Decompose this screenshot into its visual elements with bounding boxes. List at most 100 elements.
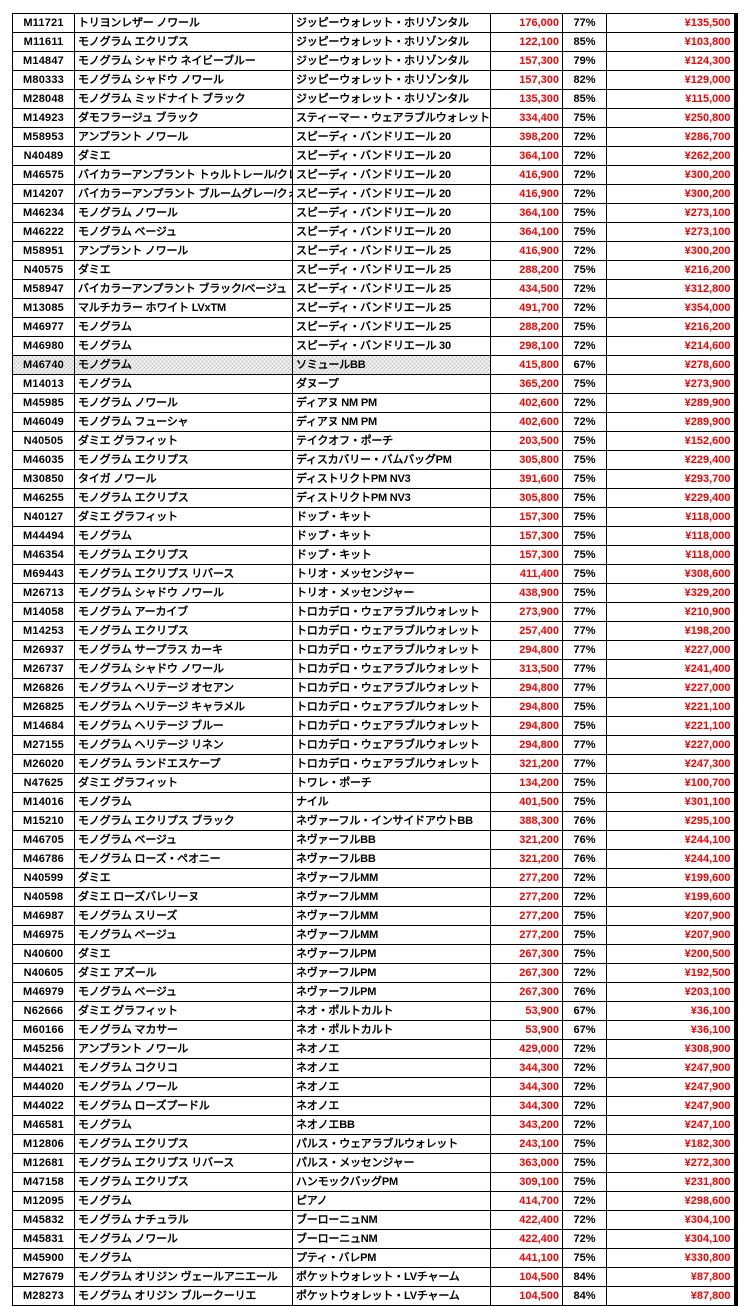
table-row[interactable]: N40505 ダミエ グラフィット テイクオフ・ポーチ 203,500 75% ¥152,… — [12, 431, 738, 451]
table-row[interactable]: M12681 モノグラム エクリプス リバース パルス・メッセンジャー 363,000… — [12, 1153, 738, 1173]
table-row[interactable]: M11721 トリヨンレザー ノワール ジッピーウォレット・ホリゾンタル 176,00… — [12, 13, 738, 33]
product-code: M46581 — [12, 1115, 75, 1135]
list-price: 344,300 — [490, 1096, 563, 1116]
product-code: M14207 — [12, 184, 75, 204]
table-row[interactable]: N40127 ダミエ グラフィット ドップ・キット 157,300 75% ¥118,00… — [12, 507, 738, 527]
table-row[interactable]: M46255 モノグラム エクリプス ディストリクトPM NV3 305,800 75%… — [12, 488, 738, 508]
table-row[interactable]: M26825 モノグラム ヘリテージ キャラメル トロカデロ・ウェアラブルウォレット… — [12, 697, 738, 717]
table-row[interactable]: M44494 モノグラム ドップ・キット 157,300 75% ¥118,000 — [12, 526, 738, 546]
table-row[interactable]: M45900 モノグラム プティ・バレPM 441,100 75% ¥330,800 — [12, 1248, 738, 1268]
table-row[interactable]: M14684 モノグラム ヘリテージ ブルー トロカデロ・ウェアラブルウォレット 29… — [12, 716, 738, 736]
table-row[interactable]: M14923 ダモフラージュ ブラック スティーマー・ウェアラブルウォレット 334,… — [12, 108, 738, 128]
sale-price: ¥227,000 — [606, 735, 738, 755]
list-price: 364,100 — [490, 222, 563, 242]
rate-percent: 75% — [562, 545, 607, 565]
table-row[interactable]: N62666 ダミエ グラフィット ネオ・ポルトカルト 53,900 67% ¥36,10… — [12, 1001, 738, 1021]
table-row[interactable]: M46987 モノグラム スリーズ ネヴァーフルMM 277,200 75% ¥207,9… — [12, 906, 738, 926]
rate-percent: 75% — [562, 374, 607, 394]
material-color: モノグラム エクリプス — [74, 1134, 293, 1154]
sale-price: ¥192,500 — [606, 963, 738, 983]
table-row[interactable]: M12095 モノグラム ピアノ 414,700 72% ¥298,600 — [12, 1191, 738, 1211]
table-row[interactable]: M45256 アンプラント ノワール ネオノエ 429,000 72% ¥308,900 — [12, 1039, 738, 1059]
table-row[interactable]: M46979 モノグラム ベージュ ネヴァーフルPM 267,300 76% ¥203,1… — [12, 982, 738, 1002]
table-row[interactable]: M11611 モノグラム エクリプス ジッピーウォレット・ホリゾンタル 122,100… — [12, 32, 738, 52]
product-code: M11611 — [12, 32, 75, 52]
table-row[interactable]: M60166 モノグラム マカサー ネオ・ポルトカルト 53,900 67% ¥36,10… — [12, 1020, 738, 1040]
table-row[interactable]: M46740 モノグラム ソミュールBB 415,800 67% ¥278,600 — [12, 355, 738, 375]
table-row[interactable]: M27679 モノグラム オリジン ヴェールアニエール ポケットウォレット・LVチャ… — [12, 1267, 738, 1287]
rate-percent: 75% — [562, 469, 607, 489]
table-row[interactable]: N40600 ダミエ ネヴァーフルPM 267,300 75% ¥200,500 — [12, 944, 738, 964]
table-row[interactable]: M13085 マルチカラー ホワイト LVxTM スピーディ・バンドリエール 25 4… — [12, 298, 738, 318]
product-code: M44020 — [12, 1077, 75, 1097]
table-row[interactable]: M27155 モノグラム ヘリテージ リネン トロカデロ・ウェアラブルウォレット 29… — [12, 735, 738, 755]
table-row[interactable]: M26826 モノグラム ヘリテージ オセアン トロカデロ・ウェアラブルウォレット 2… — [12, 678, 738, 698]
list-price: 104,500 — [490, 1267, 563, 1287]
table-row[interactable]: M69443 モノグラム エクリプス リバース トリオ・メッセンジャー 411,400… — [12, 564, 738, 584]
sale-price: ¥87,800 — [606, 1286, 738, 1306]
table-row[interactable]: M46049 モノグラム フューシャ ディアヌ NM PM 402,600 72% ¥28… — [12, 412, 738, 432]
table-row[interactable]: M44020 モノグラム ノワール ネオノエ 344,300 72% ¥247,900 — [12, 1077, 738, 1097]
material-color: モノグラム アーカイブ — [74, 602, 293, 622]
table-row[interactable]: M58951 アンプラント ノワール スピーディ・バンドリエール 25 416,900… — [12, 241, 738, 261]
table-row[interactable]: M15210 モノグラム エクリプス ブラック ネヴァーフル・インサイドアウトBB 3… — [12, 811, 738, 831]
table-row[interactable]: M46581 モノグラム ネオノエBB 343,200 72% ¥247,100 — [12, 1115, 738, 1135]
table-row[interactable]: M46980 モノグラム スピーディ・バンドリエール 30 298,100 72% ¥21… — [12, 336, 738, 356]
table-row[interactable]: N40575 ダミエ スピーディ・バンドリエール 25 288,200 75% ¥216,… — [12, 260, 738, 280]
table-row[interactable]: M28273 モノグラム オリジン ブルークーリエ ポケットウォレット・LVチャーム… — [12, 1286, 738, 1306]
table-row[interactable]: M46222 モノグラム ベージュ スピーディ・バンドリエール 20 364,100 7… — [12, 222, 738, 242]
table-row[interactable]: M46234 モノグラム ノワール スピーディ・バンドリエール 20 364,100 7… — [12, 203, 738, 223]
table-row[interactable]: M80333 モノグラム シャドウ ノワール ジッピーウォレット・ホリゾンタル 157… — [12, 70, 738, 90]
table-row[interactable]: M46786 モノグラム ローズ・ペオニー ネヴァーフルBB 321,200 76% ¥2… — [12, 849, 738, 869]
list-price: 313,500 — [490, 659, 563, 679]
sale-price: ¥300,200 — [606, 165, 738, 185]
table-row[interactable]: N40599 ダミエ ネヴァーフルMM 277,200 72% ¥199,600 — [12, 868, 738, 888]
material-color: ダモフラージュ ブラック — [74, 108, 293, 128]
table-row[interactable]: M26020 モノグラム ランドエスケープ トロカデロ・ウェアラブルウォレット 321… — [12, 754, 738, 774]
table-row[interactable]: M47158 モノグラム エクリプス ハンモックバッグPM 309,100 75% ¥23… — [12, 1172, 738, 1192]
table-row[interactable]: M26737 モノグラム シャドウ ノワール トロカデロ・ウェアラブルウォレット 31… — [12, 659, 738, 679]
table-row[interactable]: M14847 モノグラム シャドウ ネイビーブルー ジッピーウォレット・ホリゾンタル… — [12, 51, 738, 71]
table-row[interactable]: M26937 モノグラム サープラス カーキ トロカデロ・ウェアラブルウォレット 29… — [12, 640, 738, 660]
table-row[interactable]: M14013 モノグラム ダヌープ 365,200 75% ¥273,900 — [12, 374, 738, 394]
table-row[interactable]: M46977 モノグラム スピーディ・バンドリエール 25 288,200 75% ¥21… — [12, 317, 738, 337]
table-row[interactable]: M30850 タイガ ノワール ディストリクトPM NV3 391,600 75% ¥29… — [12, 469, 738, 489]
table-row[interactable]: M46705 モノグラム ベージュ ネヴァーフルBB 321,200 76% ¥244,1… — [12, 830, 738, 850]
table-row[interactable]: N40605 ダミエ アズール ネヴァーフルPM 267,300 72% ¥192,500 — [12, 963, 738, 983]
table-row[interactable]: M46975 モノグラム ベージュ ネヴァーフルMM 277,200 75% ¥207,9… — [12, 925, 738, 945]
price-table-body: M11721 トリヨンレザー ノワール ジッピーウォレット・ホリゾンタル 176,00… — [12, 13, 738, 1306]
product-name: ナイル — [292, 792, 491, 812]
table-row[interactable]: M45985 モノグラム ノワール ディアヌ NM PM 402,600 72% ¥289… — [12, 393, 738, 413]
table-row[interactable]: M44022 モノグラム ローズプードル ネオノエ 344,300 72% ¥247,90… — [12, 1096, 738, 1116]
table-row[interactable]: M26713 モノグラム シャドウ ノワール トリオ・メッセンジャー 438,900 7… — [12, 583, 738, 603]
table-row[interactable]: N40489 ダミエ スピーディ・バンドリエール 20 364,100 72% ¥262,… — [12, 146, 738, 166]
table-row[interactable]: M14058 モノグラム アーカイブ トロカデロ・ウェアラブルウォレット 273,90… — [12, 602, 738, 622]
table-row[interactable]: M44021 モノグラム コクリコ ネオノエ 344,300 72% ¥247,900 — [12, 1058, 738, 1078]
product-code: M11721 — [12, 13, 75, 33]
table-row[interactable]: M58953 アンプラント ノワール スピーディ・バンドリエール 20 398,200… — [12, 127, 738, 147]
material-color: モノグラム エクリプス リバース — [74, 1153, 293, 1173]
list-price: 277,200 — [490, 868, 563, 888]
rate-percent: 72% — [562, 412, 607, 432]
table-row[interactable]: N47625 ダミエ グラフィット トワレ・ポーチ 134,200 75% ¥100,70… — [12, 773, 738, 793]
table-row[interactable]: M12806 モノグラム エクリプス パルス・ウェアラブルウォレット 243,100 7… — [12, 1134, 738, 1154]
product-name: ネヴァーフルPM — [292, 963, 491, 983]
rate-percent: 72% — [562, 184, 607, 204]
list-price: 402,600 — [490, 412, 563, 432]
table-row[interactable]: N40598 ダミエ ローズバレリーヌ ネヴァーフルMM 277,200 72% ¥199… — [12, 887, 738, 907]
table-row[interactable]: M45832 モノグラム ナチュラル ブーローニュNM 422,400 72% ¥304,… — [12, 1210, 738, 1230]
table-row[interactable]: M45831 モノグラム ノワール ブーローニュNM 422,400 72% ¥304,1… — [12, 1229, 738, 1249]
table-row[interactable]: M58947 バイカラーアンプラント ブラック/ベージュ スピーディ・バンドリエール… — [12, 279, 738, 299]
table-row[interactable]: M14253 モノグラム エクリプス トロカデロ・ウェアラブルウォレット 257,40… — [12, 621, 738, 641]
table-row[interactable]: M46354 モノグラム エクリプス ドップ・キット 157,300 75% ¥118,0… — [12, 545, 738, 565]
material-color: アンプラント ノワール — [74, 127, 293, 147]
product-code: N40489 — [12, 146, 75, 166]
material-color: モノグラム オリジン ブルークーリエ — [74, 1286, 293, 1306]
table-row[interactable]: M46035 モノグラム エクリプス ディスカバリー・バムバッグPM 305,800 7… — [12, 450, 738, 470]
rate-percent: 72% — [562, 1039, 607, 1059]
product-name: パルス・メッセンジャー — [292, 1153, 491, 1173]
table-row[interactable]: M28048 モノグラム ミッドナイト ブラック ジッピーウォレット・ホリゾンタル 1… — [12, 89, 738, 109]
table-row[interactable]: M14016 モノグラム ナイル 401,500 75% ¥301,100 — [12, 792, 738, 812]
